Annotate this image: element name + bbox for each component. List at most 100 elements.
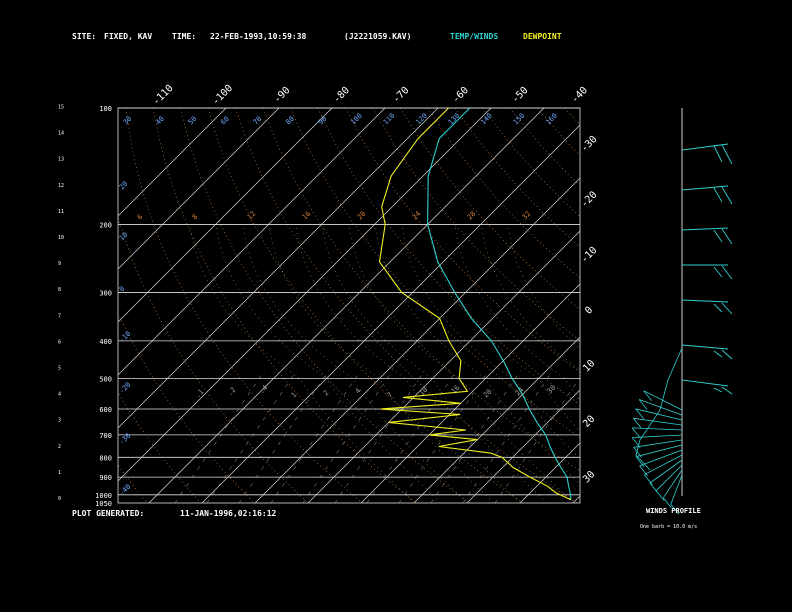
wind-barb-flag xyxy=(639,465,648,477)
isotherm-side-label: -10 xyxy=(579,245,600,266)
isotherm-line xyxy=(201,124,580,503)
wind-barb xyxy=(681,344,729,350)
wind-barb xyxy=(635,408,683,421)
mixing-ratio-line xyxy=(366,369,458,503)
isotherm-side-label: -30 xyxy=(579,134,600,155)
moist-adiabat-label: 6 xyxy=(136,213,145,222)
isotherm-line xyxy=(118,108,386,376)
wind-barb-flag xyxy=(713,303,723,313)
mixing-ratio-label: 30 xyxy=(546,384,558,396)
moist-adiabat-line xyxy=(321,224,547,503)
mixing-ratio-line xyxy=(430,369,522,503)
theta-label: 110 xyxy=(382,112,397,127)
theta-left-label: -10 xyxy=(118,330,133,345)
pressure-label: 400 xyxy=(99,338,112,346)
dry-adiabat-line xyxy=(427,108,580,279)
moist-adiabat-line xyxy=(215,224,441,503)
dry-adiabat-line xyxy=(564,108,580,126)
moist-adiabat-label: 8 xyxy=(191,213,200,222)
isotherm-side-label: 20 xyxy=(581,414,597,430)
wind-barb xyxy=(662,469,683,499)
wind-barb xyxy=(633,439,683,448)
wind-barb-flag xyxy=(631,427,641,439)
isotherm-line xyxy=(732,108,792,503)
dry-adiabat-line xyxy=(262,108,580,472)
moist-adiabat-label: 16 xyxy=(301,210,313,222)
pressure-label: 900 xyxy=(99,474,112,482)
isotherm-line xyxy=(466,389,580,503)
chart-header: SITE: FIXED, KAV TIME: 22-FEB-1993,10:59… xyxy=(72,32,772,46)
dry-adiabat-line xyxy=(317,108,580,406)
wind-barb-flag xyxy=(721,186,733,205)
wind-barb xyxy=(655,464,683,491)
theta-label: 140 xyxy=(479,112,494,127)
generated-label: PLOT GENERATED: xyxy=(72,509,145,518)
height-km-label: 4 xyxy=(58,392,61,398)
wind-barb xyxy=(633,417,683,426)
theta-label: 50 xyxy=(187,115,199,127)
wind-barb xyxy=(681,299,729,303)
pressure-label: 1050 xyxy=(95,500,112,508)
dry-adiabat-line xyxy=(118,215,309,503)
mixing-ratio-line xyxy=(334,369,426,503)
isotherm-top-label: -90 xyxy=(272,85,293,106)
winds-profile-title: WINDS PROFILE xyxy=(646,507,701,515)
dry-adiabat-line xyxy=(180,108,470,503)
mixing-ratio-label: 2 xyxy=(322,389,331,398)
isotherm-top-label: -50 xyxy=(510,85,531,106)
dry-adiabat-line xyxy=(536,108,580,156)
theta-label: 90 xyxy=(317,115,329,127)
height-km-label: 8 xyxy=(58,287,61,293)
mixing-ratio-line xyxy=(270,369,362,503)
isotherm-side-label: 10 xyxy=(581,358,597,374)
wind-barb-flag xyxy=(643,390,653,401)
isotherm-side-label: 0 xyxy=(583,305,595,317)
wind-barb-flag xyxy=(635,408,644,420)
wind-barb xyxy=(632,434,683,438)
height-km-label: 13 xyxy=(58,157,64,163)
wind-barb-flag xyxy=(721,228,733,245)
theta-label: 120 xyxy=(414,112,429,127)
dry-adiabat-line xyxy=(118,464,148,503)
wind-barb xyxy=(644,454,683,476)
mixing-ratio-line xyxy=(462,369,554,503)
isotherm-line xyxy=(148,108,545,503)
isotherm-line xyxy=(413,336,580,503)
dry-adiabat-line xyxy=(620,108,792,503)
pressure-label: 600 xyxy=(99,406,112,414)
moist-adiabat-line xyxy=(295,224,521,503)
pressure-label: 500 xyxy=(99,375,112,383)
mixing-ratio-label: 4 xyxy=(354,387,363,396)
isotherm-top-label: -70 xyxy=(391,85,412,106)
theta-label: 150 xyxy=(512,112,527,127)
wind-barb-flag xyxy=(721,386,733,395)
dry-adiabat-line xyxy=(592,108,792,503)
height-km-label: 10 xyxy=(58,235,64,241)
mixing-ratio-label: 7 xyxy=(386,391,395,400)
wind-barb-flag xyxy=(713,266,723,278)
wind-barb xyxy=(681,379,729,387)
pressure-label: 800 xyxy=(99,454,112,462)
mixing-ratio-line xyxy=(302,369,394,503)
mixing-ratio-label: .4 xyxy=(258,384,270,396)
mixing-ratio-label: .2 xyxy=(226,386,238,398)
dry-adiabat-line xyxy=(399,108,580,310)
mixing-ratio-label: 24 xyxy=(514,386,526,398)
isotherm-side-label: 30 xyxy=(581,469,597,485)
isotherm-top-label: -100 xyxy=(210,83,235,108)
isotherm-side-label: -20 xyxy=(579,189,600,210)
wind-barb xyxy=(632,427,683,431)
isotherm-line xyxy=(626,108,792,503)
dry-adiabat-line xyxy=(674,108,792,503)
isotherm-top-label: -110 xyxy=(151,83,176,108)
wind-barb-flag xyxy=(655,490,665,501)
pressure-label: 200 xyxy=(99,221,112,229)
dry-adiabat-line xyxy=(784,108,792,503)
site-value: FIXED, KAV xyxy=(104,32,153,41)
height-km-label: 9 xyxy=(58,261,61,267)
mixing-ratio-line xyxy=(494,376,580,503)
moist-adiabat-line xyxy=(268,224,494,503)
isotherm-line xyxy=(118,108,333,323)
pressure-label: 1000 xyxy=(95,492,112,500)
isotherm-line xyxy=(572,495,580,503)
